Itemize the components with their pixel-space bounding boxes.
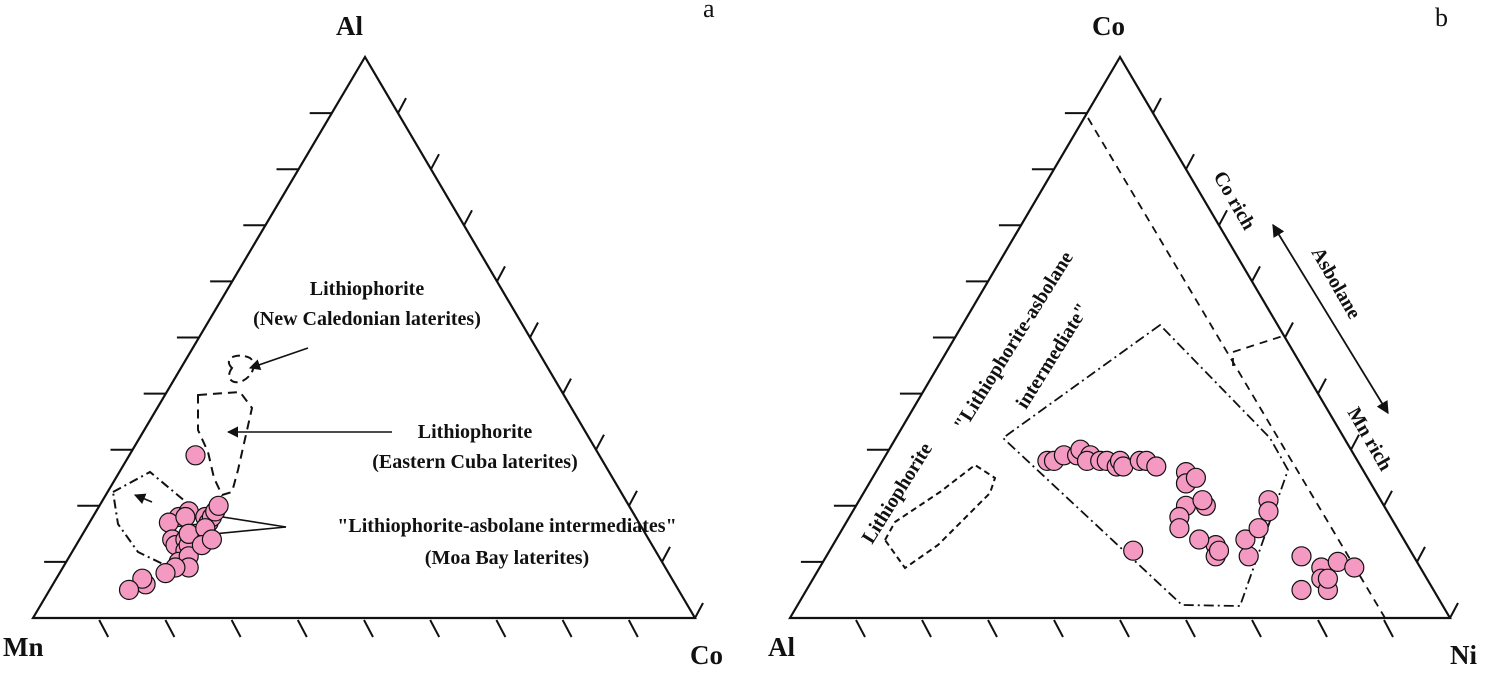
data-point-b-37: [1317, 568, 1339, 589]
tick-right-b5: [1284, 322, 1294, 338]
tick-right-b6: [1317, 378, 1327, 395]
panel-b-vertex-ni: Ni: [1450, 640, 1477, 670]
panel-a-vertex-co: Co: [690, 640, 723, 670]
panel-a-ticks: [44, 97, 704, 638]
tick-right-b8: [1383, 490, 1393, 507]
annotation-new-caledonia-title: Lithiophorite: [310, 278, 425, 300]
tick-bottom-a3: [230, 619, 242, 638]
data-point-b-25: [1189, 529, 1210, 550]
tick-bottom-b5: [1119, 619, 1130, 638]
panel-b-triangle: [788, 54, 1452, 620]
data-point-a-4: [175, 506, 196, 528]
data-point-b-38: [1291, 579, 1312, 601]
field-lithiophorite: [883, 463, 997, 570]
tick-bottom-a5: [363, 619, 374, 638]
field-new-caledonia: [227, 354, 255, 384]
tick-right-a1: [397, 97, 407, 114]
label-co-rich: Co rich: [1209, 168, 1260, 234]
tick-right-a7: [595, 434, 605, 451]
panel-b-vertex-al: Al: [768, 632, 795, 662]
tick-bottom-a1: [98, 619, 110, 638]
tick-right-a3: [463, 209, 473, 226]
tick-bottom-b4: [1053, 619, 1064, 638]
boundary-co-rich-mn-rich: [1232, 334, 1287, 366]
label-mn-rich: Mn rich: [1343, 404, 1397, 475]
label-lithiophorite: Lithiophorite: [858, 439, 937, 548]
tick-bottom-b2: [921, 619, 932, 638]
panel-b-points: [1037, 439, 1365, 601]
annotation-eastern-cuba-title: Lithiophorite: [418, 421, 533, 443]
data-point-a-18: [132, 568, 153, 589]
data-point-b-19: [1192, 490, 1213, 511]
data-point-b-27: [1208, 540, 1230, 561]
arrow-moa-bay-field: [133, 493, 153, 505]
panel-a: a Al Mn Co Lithiophorite (New Caledonian…: [3, 0, 723, 670]
data-point-a-16: [155, 562, 176, 584]
panel-a-vertex-al: Al: [336, 11, 363, 41]
tick-right-a9: [661, 546, 671, 563]
tick-bottom-b6: [1185, 619, 1196, 638]
tick-right-a6: [562, 378, 572, 395]
tick-bottom-a7: [495, 619, 507, 638]
tick-right-b3: [1218, 209, 1228, 226]
annotation-moa-bay-title: "Lithiophorite-asbolane intermediates": [337, 515, 676, 537]
tick-bottom-b9: [1383, 619, 1394, 638]
data-point-b-14: [1146, 456, 1167, 477]
data-point-b-32: [1258, 501, 1279, 522]
panel-a-label: a: [703, 0, 715, 23]
panel-b-vertex-co: Co: [1092, 11, 1125, 41]
data-point-b-28: [1238, 546, 1259, 567]
data-point-a-24: [208, 495, 229, 516]
tick-bottom-a4: [296, 619, 308, 638]
arrow-asbolane-range: [1272, 223, 1389, 415]
tick-bottom-b1: [855, 619, 866, 638]
tick-bottom-a8: [561, 619, 573, 638]
tick-right-b2: [1185, 153, 1195, 170]
data-point-b-40: [1344, 557, 1365, 578]
label-asbolane: Asbolane: [1307, 244, 1366, 323]
tick-right-b4: [1251, 265, 1261, 282]
annotation-new-caledonia-caption: (New Caledonian laterites): [253, 308, 481, 330]
data-point-b-23: [1169, 518, 1190, 539]
tick-bottom-a6: [429, 619, 441, 638]
tick-right-a8: [628, 490, 638, 507]
arrow-new-caledonia: [248, 347, 309, 371]
data-point-b-29: [1235, 529, 1256, 550]
panel-b: b Co Al Ni Lithiophorite "Lithiophorite-…: [768, 3, 1477, 670]
data-point-b-21: [1185, 467, 1207, 488]
panel-b-label: b: [1435, 3, 1448, 32]
tick-bottom-b3: [987, 619, 998, 638]
tick-bottom-b8: [1317, 619, 1328, 638]
tick-bottom-a9: [627, 619, 639, 638]
tick-right-b10: [1449, 602, 1459, 619]
tick-bottom-a2: [164, 619, 176, 638]
tick-right-b9: [1416, 546, 1426, 563]
data-point-a-19: [118, 579, 140, 601]
tick-right-b1: [1152, 97, 1162, 114]
data-point-b-30: [1248, 518, 1269, 539]
field-eastern-cuba: [197, 390, 254, 497]
tick-right-a4: [496, 265, 506, 282]
tick-right-b7: [1350, 434, 1360, 451]
tick-bottom-b7: [1251, 619, 1262, 638]
annotation-moa-bay-caption: (Moa Bay laterites): [425, 547, 589, 569]
panel-a-points: [118, 445, 229, 601]
data-point-b-33: [1291, 546, 1312, 567]
data-point-b-41: [1123, 540, 1144, 561]
annotation-eastern-cuba-caption: (Eastern Cuba laterites): [372, 451, 578, 473]
data-point-a-28: [201, 529, 222, 550]
data-point-a-0: [185, 445, 206, 466]
panel-a-vertex-mn: Mn: [3, 632, 44, 662]
tick-right-a2: [430, 153, 440, 170]
tick-right-a10: [694, 602, 704, 619]
tick-right-a5: [529, 322, 539, 338]
